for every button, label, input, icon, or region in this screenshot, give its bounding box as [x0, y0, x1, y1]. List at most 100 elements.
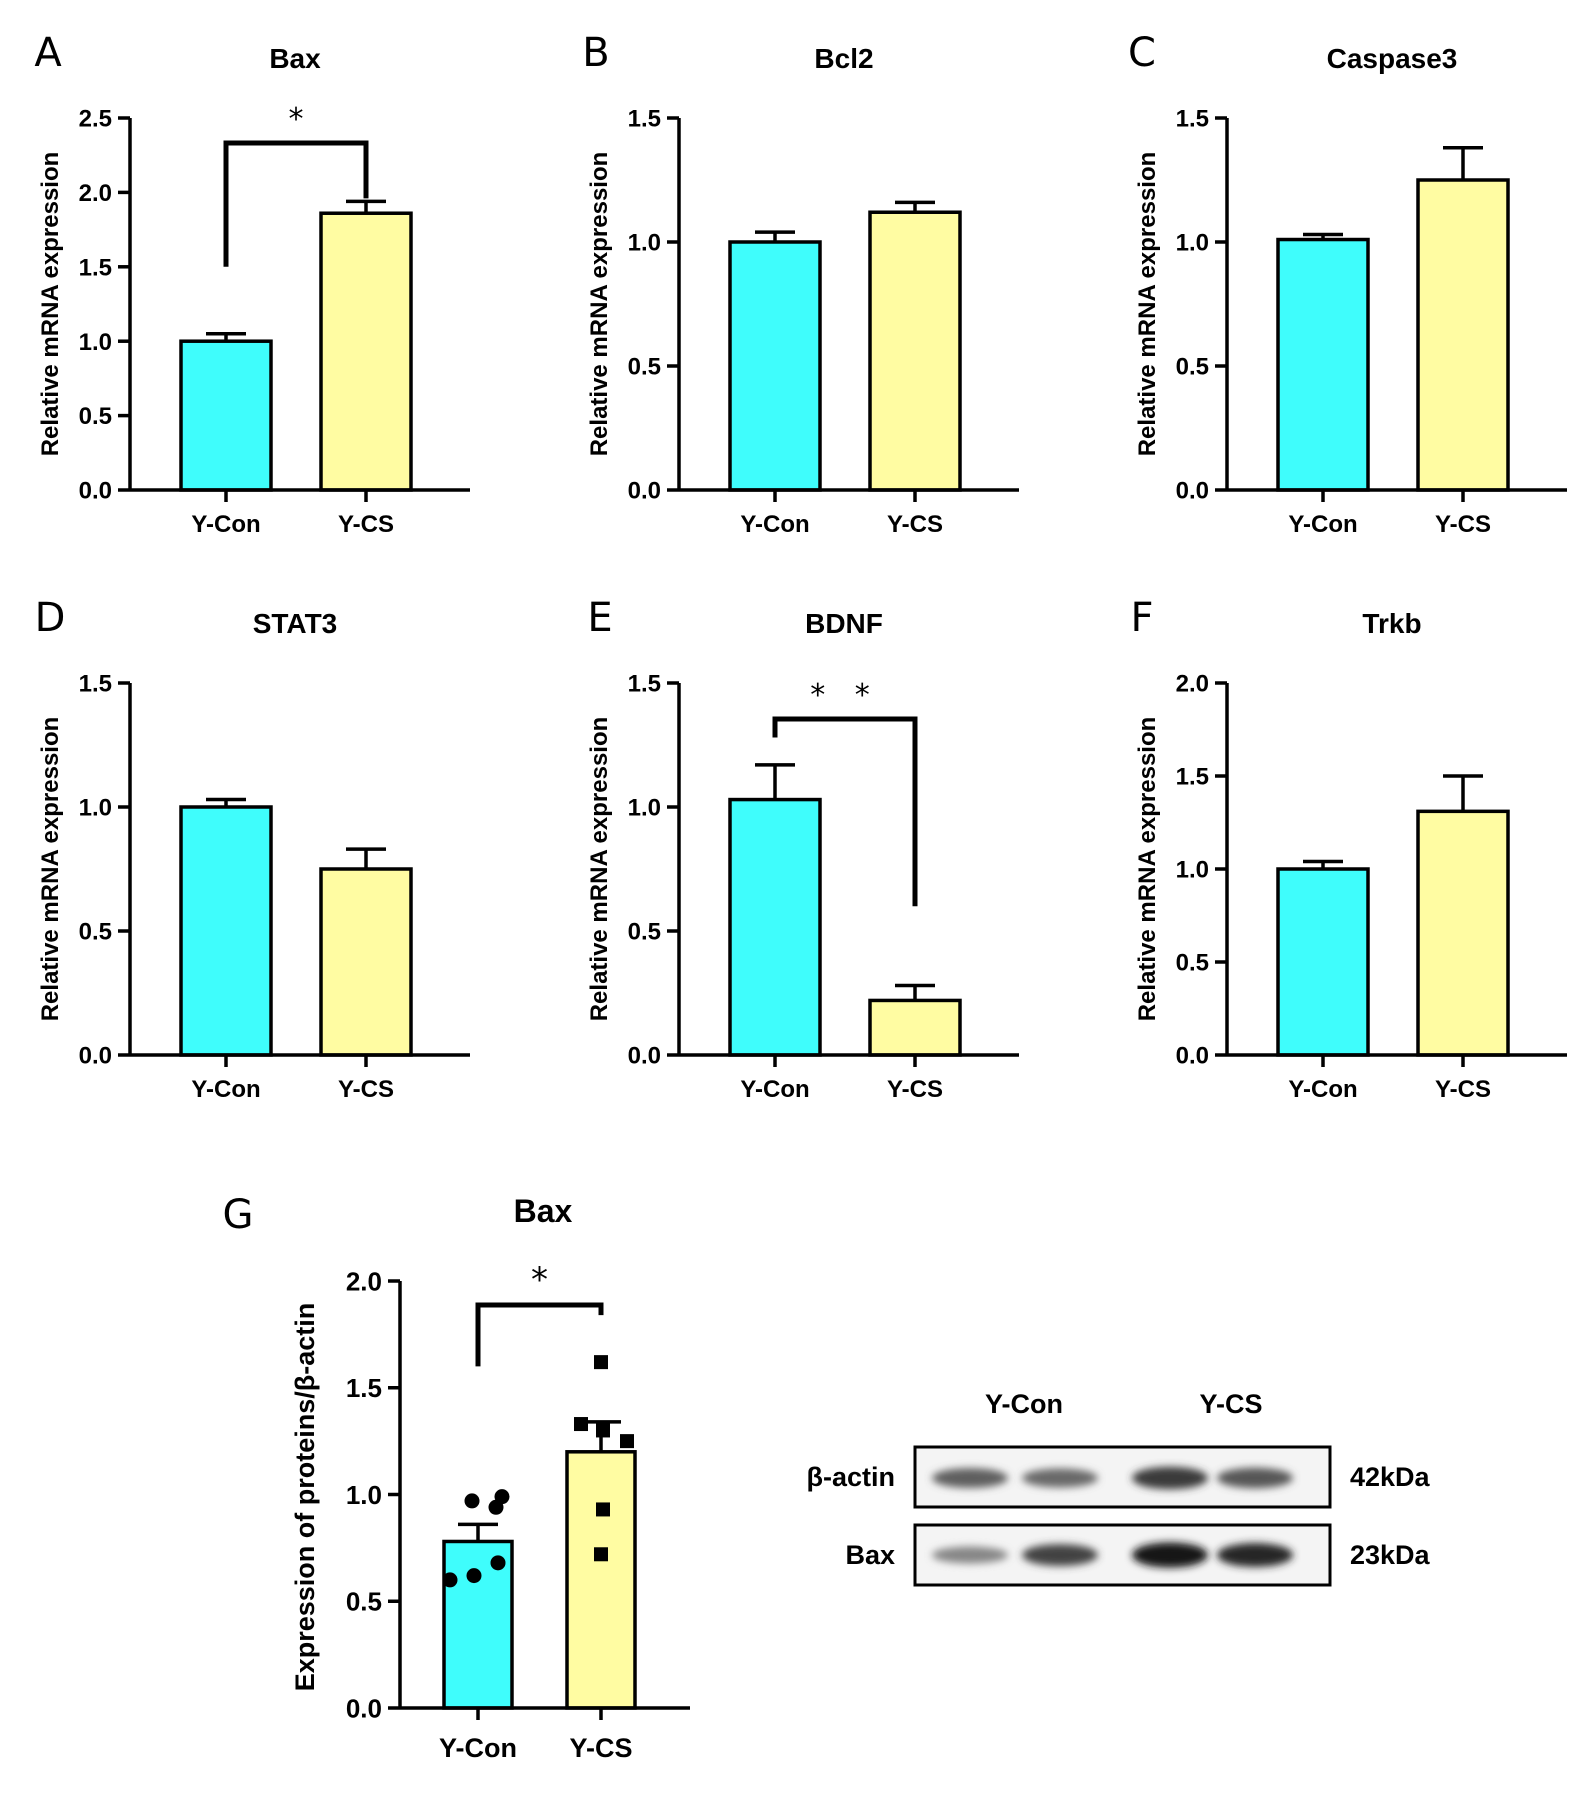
bar-y-con — [179, 339, 273, 492]
data-point — [488, 1499, 504, 1515]
data-point — [596, 1423, 610, 1438]
bar-y-cs — [1416, 809, 1510, 1057]
blot-band — [1022, 1544, 1098, 1566]
bar-y-cs — [565, 1450, 637, 1710]
blot-row-label: β-actin — [807, 1462, 896, 1492]
chart-title: Caspase3 — [1327, 43, 1458, 74]
panel-g: G Bax Expression of proteins/β-actin 0.0 0.5… — [223, 1192, 690, 1763]
significance-label: * * — [810, 678, 880, 713]
blot-band — [932, 1468, 1008, 1488]
chart-title: Trkb — [1362, 608, 1421, 639]
y-tick-label: 1.0 — [79, 795, 112, 822]
chart-title: Bcl2 — [814, 43, 873, 74]
western-blot: Y-Con Y-CS β-actin 42kDa Bax 23kDa — [807, 1389, 1431, 1587]
y-tick-label: 1.0 — [1176, 230, 1209, 257]
y-tick-label: 2.0 — [346, 1266, 382, 1296]
data-point — [574, 1417, 588, 1432]
y-tick-label: 0.0 — [1176, 478, 1209, 505]
y-tick-label: 0.0 — [1176, 1043, 1209, 1070]
significance-label: * — [531, 1260, 548, 1300]
y-axis-label: Relative mRNA expression — [1134, 152, 1161, 457]
blot-band — [1022, 1468, 1098, 1488]
x-tick-label: Y-Con — [1288, 511, 1357, 538]
blot-row-label: Bax — [845, 1540, 895, 1570]
bar-y-cs — [868, 998, 962, 1057]
x-tick-label: Y-CS — [338, 511, 394, 538]
x-tick-label: Y-CS — [1435, 1076, 1491, 1103]
blot-band — [1217, 1467, 1293, 1489]
blot-size-label: 42kDa — [1350, 1462, 1431, 1492]
panel-label: D — [35, 595, 66, 641]
data-point — [596, 1502, 610, 1517]
chart-title: BDNF — [805, 608, 883, 639]
blot-band — [932, 1546, 1008, 1564]
y-tick-label: 1.5 — [79, 671, 112, 698]
x-tick-label: Y-CS — [887, 511, 943, 538]
blot-size-label: 23kDa — [1350, 1540, 1431, 1570]
y-tick-label: 0.5 — [628, 354, 661, 381]
y-tick-label: 0.5 — [1176, 950, 1209, 977]
panel-a: A Bax Relative mRNA expression 0.0 0.5 1.0 1.5… — [34, 30, 470, 538]
significance-bracket — [772, 716, 918, 907]
chart-title: Bax — [514, 1193, 573, 1229]
y-tick-label: 2.5 — [79, 106, 112, 133]
y-tick-label: 1.5 — [1176, 764, 1209, 791]
panel-b: B Bcl2 Relative mRNA expression 0.0 0.5 1.0 1.… — [582, 30, 1019, 538]
lane-label-y-cs: Y-CS — [1199, 1389, 1262, 1419]
chart-title: STAT3 — [253, 608, 338, 639]
significance-bracket — [475, 1302, 604, 1367]
bar-y-cs — [868, 210, 962, 492]
data-point — [594, 1355, 608, 1370]
x-tick-label: Y-CS — [338, 1076, 394, 1103]
chart-title: Bax — [269, 43, 321, 74]
y-tick-label: 0.0 — [628, 478, 661, 505]
bar-y-con — [728, 240, 822, 492]
data-point — [490, 1555, 506, 1571]
panel-label: E — [587, 595, 612, 641]
y-axis-label: Relative mRNA expression — [37, 717, 64, 1022]
x-tick-label: Y-Con — [1288, 1076, 1357, 1103]
panel-label: G — [223, 1192, 254, 1238]
y-tick-label: 0.0 — [346, 1693, 382, 1723]
panel-label: B — [582, 30, 609, 76]
bar-y-con — [728, 797, 822, 1057]
bar-y-cs — [319, 867, 413, 1057]
y-tick-label: 0.5 — [628, 919, 661, 946]
panel-e: E BDNF Relative mRNA expression 0.0 0.5 1.0 1.… — [586, 595, 1019, 1103]
blot-band — [1132, 1466, 1208, 1490]
panel-d: D STAT3 Relative mRNA expression 0.0 0.5 1.0 1… — [35, 595, 470, 1103]
significance-label: * — [289, 102, 304, 137]
y-tick-label: 1.0 — [79, 329, 112, 356]
y-tick-label: 0.0 — [79, 478, 112, 505]
y-tick-label: 1.0 — [628, 795, 661, 822]
y-axis-label: Relative mRNA expression — [1134, 717, 1161, 1022]
x-tick-label: Y-Con — [740, 1076, 809, 1103]
y-tick-label: 1.5 — [346, 1373, 382, 1403]
y-tick-label: 1.5 — [1176, 106, 1209, 133]
bar-y-con — [179, 805, 273, 1057]
blot-band — [1217, 1543, 1293, 1567]
y-tick-label: 1.0 — [1176, 857, 1209, 884]
panel-c: C Caspase3 Relative mRNA expression 0.0 0.5 1… — [1128, 30, 1567, 538]
y-tick-label: 0.5 — [79, 403, 112, 430]
x-tick-label: Y-CS — [569, 1733, 632, 1763]
y-tick-label: 1.0 — [628, 230, 661, 257]
panel-f: F Trkb Relative mRNA expression 0.0 0.5 1.0 1.… — [1130, 595, 1567, 1103]
x-tick-label: Y-Con — [740, 511, 809, 538]
data-point — [594, 1547, 608, 1562]
lane-label-y-con: Y-Con — [985, 1389, 1063, 1419]
y-axis-label: Relative mRNA expression — [586, 152, 613, 457]
y-tick-label: 1.5 — [79, 254, 112, 281]
bar-y-con — [1276, 237, 1370, 492]
significance-bracket — [223, 140, 369, 267]
panel-label: F — [1130, 595, 1153, 641]
data-point — [442, 1572, 458, 1588]
y-tick-label: 0.5 — [79, 919, 112, 946]
y-tick-label: 0.5 — [1176, 354, 1209, 381]
data-point — [464, 1493, 480, 1509]
y-tick-label: 2.0 — [79, 180, 112, 207]
x-tick-label: Y-CS — [887, 1076, 943, 1103]
y-axis-label: Expression of proteins/β-actin — [290, 1303, 320, 1692]
